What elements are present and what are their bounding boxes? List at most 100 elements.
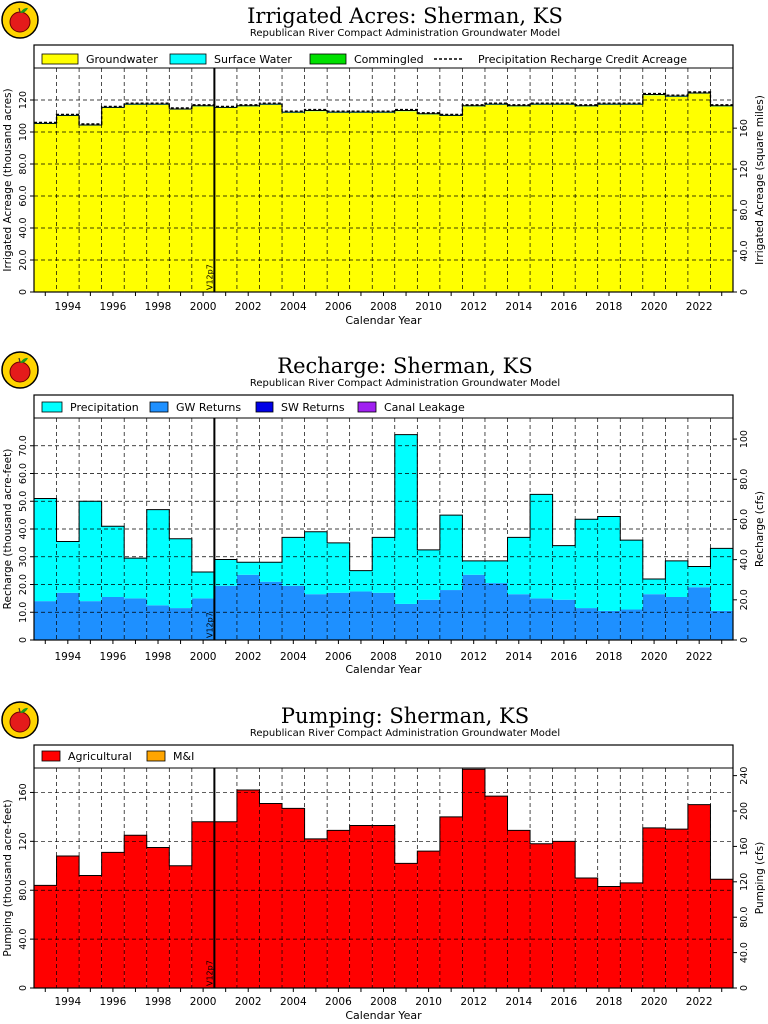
bar bbox=[642, 827, 666, 988]
legend-swatch bbox=[357, 401, 377, 413]
bar bbox=[191, 106, 215, 293]
bar bbox=[304, 838, 328, 988]
x-tick-label: 2016 bbox=[551, 651, 578, 663]
bar bbox=[620, 609, 643, 640]
x-tick-label: 2008 bbox=[370, 651, 397, 663]
bar bbox=[462, 769, 485, 988]
y-tick-label: 20.0 bbox=[18, 574, 29, 595]
x-tick-label: 2006 bbox=[325, 651, 352, 663]
series-gw-returns bbox=[34, 574, 733, 640]
bar bbox=[79, 875, 102, 988]
x-tick-label: 2022 bbox=[686, 301, 713, 313]
bar bbox=[282, 537, 305, 586]
bar bbox=[304, 594, 328, 640]
bar bbox=[462, 560, 485, 575]
x-tick-label: 2014 bbox=[505, 301, 532, 313]
x-tick-label: 1998 bbox=[145, 996, 172, 1008]
x-tick-label: 1998 bbox=[145, 301, 172, 313]
bar bbox=[101, 108, 125, 292]
bar bbox=[665, 560, 688, 597]
bar bbox=[282, 808, 305, 988]
legend-label: GW Returns bbox=[176, 401, 241, 414]
bar bbox=[34, 601, 57, 640]
bar bbox=[191, 821, 215, 988]
x-tick-label: 2018 bbox=[596, 651, 623, 663]
logo-icon bbox=[1, 1, 39, 39]
bar bbox=[507, 594, 531, 640]
bar bbox=[687, 587, 711, 640]
bar bbox=[372, 537, 395, 593]
x-tick-label: 1994 bbox=[54, 651, 81, 663]
legend-label: Surface Water bbox=[214, 53, 292, 66]
bar bbox=[372, 825, 395, 988]
bar bbox=[530, 598, 553, 640]
right-tick-label: 80.0 bbox=[739, 907, 750, 928]
x-tick-label: 2010 bbox=[415, 651, 442, 663]
bar bbox=[191, 572, 215, 599]
marker-label: V12p7 bbox=[205, 612, 214, 638]
bar bbox=[349, 112, 373, 292]
bar bbox=[34, 124, 57, 292]
legend-swatch bbox=[41, 750, 61, 762]
bar bbox=[56, 541, 80, 593]
marker-label: V12p7 bbox=[205, 960, 214, 986]
bar bbox=[597, 886, 621, 988]
y-tick-label: 30.0 bbox=[18, 546, 29, 567]
chart-subtitle: Republican River Compact Administration … bbox=[250, 728, 560, 739]
x-tick-label: 2008 bbox=[370, 301, 397, 313]
bar bbox=[146, 605, 170, 640]
x-tick-label: 2014 bbox=[505, 651, 532, 663]
x-tick-label: 2010 bbox=[415, 996, 442, 1008]
bar bbox=[530, 494, 553, 599]
x-tick-label: 2000 bbox=[190, 996, 217, 1008]
x-tick-label: 2018 bbox=[596, 996, 623, 1008]
logo-stem bbox=[18, 357, 21, 363]
bar bbox=[101, 526, 125, 597]
right-tick-label: 20.0 bbox=[739, 589, 750, 610]
right-tick-label: 40.0 bbox=[739, 549, 750, 570]
bar bbox=[394, 434, 418, 604]
bar bbox=[439, 816, 463, 988]
legend-label: Precipitation bbox=[70, 401, 139, 414]
legend-label: Agricultural bbox=[68, 750, 132, 763]
bar bbox=[439, 590, 463, 640]
chart-title: Pumping: Sherman, KS bbox=[281, 704, 529, 728]
y-tick-label: 0 bbox=[18, 289, 29, 295]
bar bbox=[462, 574, 485, 640]
bar bbox=[79, 501, 102, 602]
bar bbox=[214, 821, 237, 988]
bar bbox=[79, 601, 102, 640]
x-tick-label: 1994 bbox=[54, 996, 81, 1008]
bar bbox=[484, 560, 508, 584]
legend-item: Agricultural bbox=[41, 750, 132, 763]
bar bbox=[236, 106, 260, 293]
right-tick-label: 120 bbox=[739, 873, 750, 891]
bar bbox=[439, 515, 463, 591]
logo-stem bbox=[18, 7, 21, 13]
series-precipitation bbox=[34, 434, 733, 611]
x-axis-title: Calendar Year bbox=[345, 663, 422, 676]
legend-item: Precipitation bbox=[41, 401, 139, 414]
bar bbox=[304, 531, 328, 595]
bar bbox=[56, 116, 80, 292]
bar bbox=[79, 125, 102, 292]
x-tick-label: 2004 bbox=[280, 301, 307, 313]
bar bbox=[642, 594, 666, 640]
line-series bbox=[34, 91, 733, 125]
bar bbox=[259, 562, 283, 582]
bar bbox=[169, 109, 192, 292]
right-tick-label: 60.0 bbox=[739, 509, 750, 530]
x-tick-label: 1998 bbox=[145, 651, 172, 663]
bar bbox=[349, 570, 373, 592]
series-groundwater bbox=[34, 93, 733, 293]
right-tick-label: 40.0 bbox=[739, 942, 750, 963]
y-tick-label: 60.0 bbox=[18, 185, 29, 206]
right-tick-label: 160 bbox=[739, 837, 750, 855]
x-tick-label: 2020 bbox=[641, 301, 668, 313]
bar bbox=[484, 796, 508, 988]
right-tick-label: 0 bbox=[739, 985, 750, 991]
bar bbox=[552, 841, 576, 988]
bar bbox=[372, 592, 395, 640]
